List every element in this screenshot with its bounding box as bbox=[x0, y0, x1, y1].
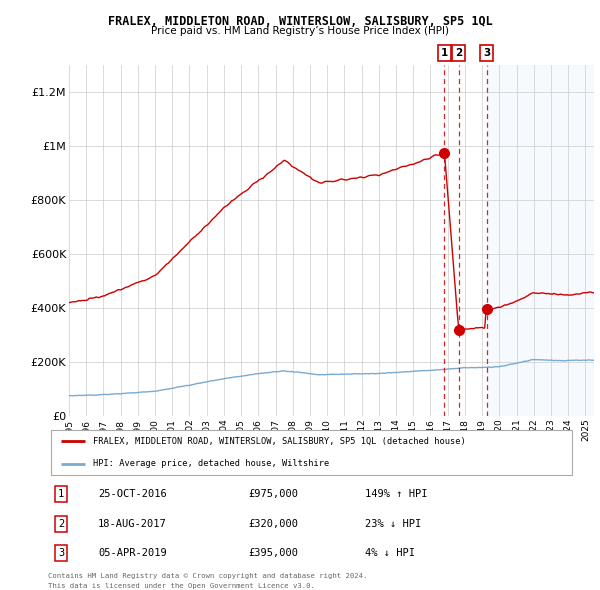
Text: 149% ↑ HPI: 149% ↑ HPI bbox=[365, 489, 427, 499]
Text: £320,000: £320,000 bbox=[248, 519, 299, 529]
Text: 3: 3 bbox=[483, 48, 490, 58]
Text: FRALEX, MIDDLETON ROAD, WINTERSLOW, SALISBURY, SP5 1QL (detached house): FRALEX, MIDDLETON ROAD, WINTERSLOW, SALI… bbox=[93, 437, 466, 446]
Text: £395,000: £395,000 bbox=[248, 548, 299, 558]
Text: Contains HM Land Registry data © Crown copyright and database right 2024.: Contains HM Land Registry data © Crown c… bbox=[48, 573, 367, 579]
Text: £975,000: £975,000 bbox=[248, 489, 299, 499]
Text: 2: 2 bbox=[455, 48, 462, 58]
Text: HPI: Average price, detached house, Wiltshire: HPI: Average price, detached house, Wilt… bbox=[93, 459, 329, 468]
Text: 23% ↓ HPI: 23% ↓ HPI bbox=[365, 519, 421, 529]
Text: 05-APR-2019: 05-APR-2019 bbox=[98, 548, 167, 558]
Text: 1: 1 bbox=[58, 489, 64, 499]
Text: This data is licensed under the Open Government Licence v3.0.: This data is licensed under the Open Gov… bbox=[48, 583, 315, 589]
Bar bbox=[487, 65, 594, 416]
Text: FRALEX, MIDDLETON ROAD, WINTERSLOW, SALISBURY, SP5 1QL: FRALEX, MIDDLETON ROAD, WINTERSLOW, SALI… bbox=[107, 15, 493, 28]
Text: 2: 2 bbox=[58, 519, 64, 529]
Text: 4% ↓ HPI: 4% ↓ HPI bbox=[365, 548, 415, 558]
Text: 25-OCT-2016: 25-OCT-2016 bbox=[98, 489, 167, 499]
Text: 18-AUG-2017: 18-AUG-2017 bbox=[98, 519, 167, 529]
FancyBboxPatch shape bbox=[50, 430, 572, 475]
Text: Price paid vs. HM Land Registry’s House Price Index (HPI): Price paid vs. HM Land Registry’s House … bbox=[151, 26, 449, 36]
Text: 3: 3 bbox=[58, 548, 64, 558]
Text: 1: 1 bbox=[441, 48, 448, 58]
